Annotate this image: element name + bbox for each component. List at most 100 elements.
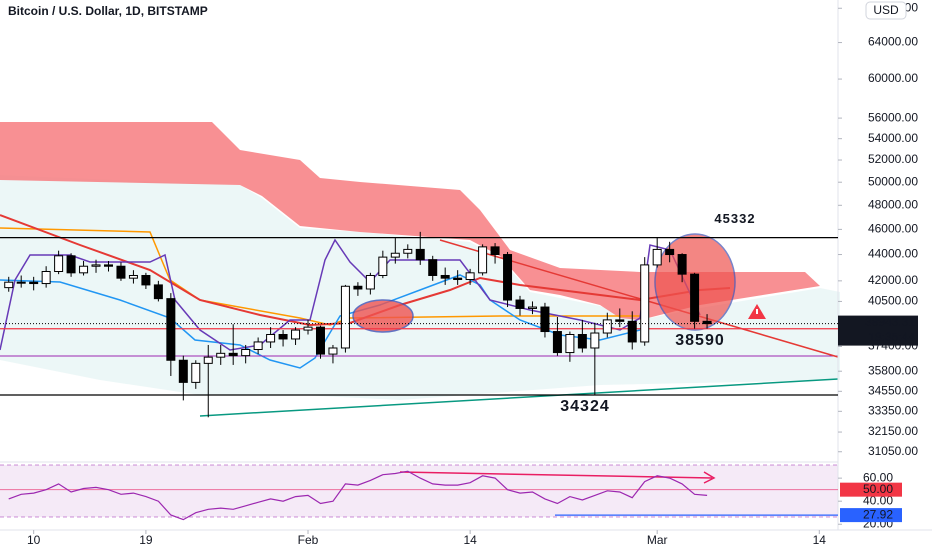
- candle-body: [415, 248, 425, 261]
- y-tick-label: 50000.00: [868, 174, 918, 188]
- candle-body: [116, 265, 126, 279]
- candle-body: [378, 256, 388, 276]
- last-price-badge: [838, 315, 918, 346]
- candle-body: [153, 284, 163, 300]
- candle-body: [515, 299, 525, 309]
- candle-body: [141, 274, 151, 286]
- y-tick-label: 46000.00: [868, 222, 918, 236]
- warning-icon-mark: [756, 309, 758, 314]
- candle-body: [303, 326, 313, 331]
- candle-body: [540, 306, 550, 333]
- chart-title: Bitcoin / U.S. Dollar, 1D, BITSTAMP: [8, 4, 208, 18]
- x-tick-label: 14: [463, 533, 477, 547]
- x-tick-label: 10: [27, 533, 41, 547]
- currency-button: [865, 1, 907, 20]
- y-tick-label: 44000.00: [868, 247, 918, 261]
- rsi-tick-label: 40.00: [863, 493, 893, 507]
- rsi-tick-label: 60.00: [863, 470, 893, 484]
- candle-body: [440, 274, 450, 279]
- candle-body: [54, 255, 64, 272]
- candle-body: [652, 248, 662, 266]
- rsi-level-badge: [840, 482, 902, 497]
- x-tick-label: Feb: [298, 533, 319, 547]
- x-tick-label: 14: [813, 533, 827, 547]
- level-label: 45332: [714, 211, 755, 226]
- y-tick-label: 48000.00: [868, 197, 918, 211]
- candle-body: [266, 334, 276, 343]
- y-tick-label: 33350.00: [868, 403, 918, 417]
- candle-body: [615, 319, 625, 322]
- candle-body: [128, 274, 138, 279]
- y-tick-label: 32150.00: [868, 424, 918, 438]
- candle-body: [353, 285, 363, 290]
- candle-body: [166, 298, 176, 361]
- candle-body: [640, 264, 650, 343]
- candle-body: [552, 331, 562, 354]
- orange-line: [0, 227, 640, 326]
- candle-body: [178, 359, 188, 383]
- candle-body: [453, 277, 463, 281]
- candle-body: [677, 254, 687, 275]
- candle-body: [690, 273, 700, 322]
- candle-body: [41, 270, 51, 285]
- candle-body: [191, 362, 201, 383]
- last-price-label: 38943.31: [865, 315, 915, 329]
- highlight-ellipse: [352, 299, 414, 333]
- x-tick-label: 19: [139, 533, 153, 547]
- cloud-red: [0, 122, 840, 320]
- x-tick-label: Mar: [647, 533, 668, 547]
- cloud-light: [0, 175, 840, 400]
- y-tick-label: 34550.00: [868, 383, 918, 397]
- candle-body: [16, 281, 26, 284]
- candle-body: [241, 349, 251, 357]
- currency-label[interactable]: USD: [873, 3, 899, 17]
- candle-body: [403, 248, 413, 254]
- candle-body: [29, 281, 39, 285]
- candle-body: [216, 352, 226, 358]
- y-tick-label: 42000.00: [868, 273, 918, 287]
- candle-body: [228, 352, 238, 357]
- candle-body: [527, 306, 537, 309]
- candle-body: [203, 356, 213, 364]
- candle-body: [340, 285, 350, 349]
- rsi-band: [0, 465, 838, 517]
- candle-body: [278, 334, 288, 340]
- candle-body: [602, 319, 612, 334]
- candle-body: [465, 272, 475, 281]
- candle-body: [328, 347, 338, 355]
- rsi-line: [8, 470, 708, 521]
- level-label: 34324: [560, 398, 610, 415]
- rsi-arrow-head: [703, 471, 716, 484]
- y-tick-label: 60000.00: [868, 71, 918, 85]
- y-tick-label: 56000.00: [868, 110, 918, 124]
- y-tick-label: 64000.00: [868, 35, 918, 49]
- candle-body: [390, 252, 400, 258]
- rsi-level-label: 50.00: [863, 482, 893, 496]
- candle-body: [478, 246, 488, 274]
- candle-body: [428, 259, 438, 276]
- candle-body: [66, 255, 76, 274]
- y-tick-label: 35800.00: [868, 363, 918, 377]
- candle-body: [315, 326, 325, 355]
- candle-body: [291, 329, 301, 340]
- countdown-label: 18:35:44: [868, 330, 915, 344]
- candle-body: [702, 320, 712, 325]
- candle-body: [627, 320, 637, 343]
- candle-body: [490, 246, 500, 256]
- level-label: 38590: [675, 332, 725, 349]
- green-trendline: [199, 378, 839, 417]
- candle-body: [103, 264, 113, 267]
- y-tick-label: 54000.00: [868, 131, 918, 145]
- candle-body: [91, 264, 101, 267]
- candle-body: [253, 341, 263, 351]
- candle-body: [590, 332, 600, 349]
- rsi-ma-badge: [840, 508, 902, 523]
- candle-body: [503, 254, 513, 301]
- rsi-ma-label: 27.92: [863, 507, 893, 521]
- candle-body: [365, 274, 375, 290]
- candle-body: [577, 334, 587, 349]
- candle-body: [565, 334, 575, 354]
- candle-body: [79, 265, 89, 274]
